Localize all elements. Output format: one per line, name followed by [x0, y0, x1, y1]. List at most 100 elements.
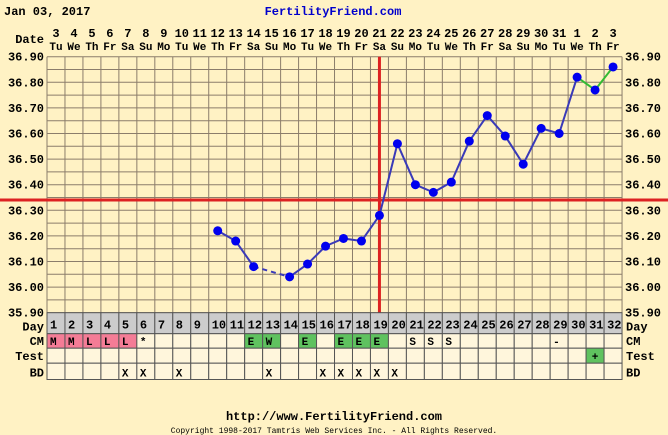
weekday-label: Tu	[301, 42, 314, 54]
date-label: 26	[462, 27, 476, 41]
test-cell	[64, 347, 84, 364]
date-label: 12	[211, 27, 225, 41]
weekday-label: Fr	[481, 42, 494, 54]
y-tick-label-right: 35.90	[625, 307, 661, 321]
cm-cell-text: L	[122, 337, 129, 349]
date-label: 30	[534, 27, 548, 41]
date-label: 21	[372, 27, 386, 41]
temperature-point	[410, 180, 420, 190]
weekday-label: Tu	[175, 42, 188, 54]
date-label: 29	[516, 27, 530, 41]
date-label: 13	[228, 27, 242, 41]
weekday-label: Fr	[355, 42, 368, 54]
day-cell-text: 15	[302, 319, 316, 333]
temperature-segment	[396, 143, 417, 186]
temperature-point	[231, 236, 241, 246]
temperature-segment	[594, 66, 614, 91]
day-cell-text: 16	[320, 319, 334, 333]
weekday-label: We	[445, 42, 459, 54]
temperature-segment	[558, 76, 579, 134]
temperature-point	[356, 236, 366, 246]
y-tick-label-left: 36.80	[8, 76, 44, 90]
temperature-point	[303, 259, 313, 269]
weekday-label: We	[319, 42, 333, 54]
cm-cell-text: E	[248, 337, 255, 349]
row-label-bd-right: BD	[626, 367, 640, 381]
y-tick-label-right: 36.50	[625, 153, 661, 167]
cm-cell	[226, 333, 246, 349]
row-label-day-right: Day	[626, 321, 648, 335]
weekday-label: Fr	[606, 42, 619, 54]
temperature-point	[285, 272, 295, 282]
temperature-point	[554, 129, 564, 138]
test-cell	[118, 347, 138, 364]
bd-cell	[531, 362, 551, 381]
day-cell-text: 32	[607, 319, 621, 333]
date-label: 16	[282, 27, 296, 41]
row-label-test: Test	[15, 350, 44, 364]
bd-cell	[549, 362, 569, 381]
cm-cell	[190, 333, 210, 349]
day-cell-text: 22	[427, 319, 441, 333]
y-tick-label-right: 36.20	[625, 230, 661, 244]
weekday-label: Sa	[121, 42, 135, 54]
test-cell	[459, 347, 479, 364]
weekday-label: We	[193, 42, 207, 54]
bd-cell	[477, 362, 497, 381]
site-link[interactable]: FertilityFriend.com	[265, 5, 402, 19]
test-cell	[154, 347, 174, 364]
date-label: 9	[160, 27, 167, 41]
day-cell-text: 8	[176, 319, 183, 333]
row-label-cm: CM	[30, 335, 44, 349]
test-cell	[280, 347, 300, 364]
test-cell	[208, 347, 228, 364]
weekday-label: Th	[588, 42, 601, 54]
cm-cell-text: E	[302, 337, 309, 349]
y-tick-label-left: 36.20	[8, 230, 44, 244]
test-cell	[100, 347, 120, 364]
weekday-label: We	[67, 42, 81, 54]
temperature-point	[428, 187, 438, 197]
date-label: 1	[574, 27, 581, 41]
y-tick-label-right: 36.40	[625, 179, 661, 193]
cm-cell	[154, 333, 174, 349]
temperature-segment	[504, 135, 525, 165]
temperature-point	[249, 262, 259, 272]
cm-cell	[567, 333, 587, 349]
test-cell	[423, 347, 443, 364]
temperature-point	[339, 233, 349, 243]
test-cell	[334, 347, 353, 364]
date-label: 4	[70, 27, 77, 41]
temperature-segment	[378, 143, 399, 216]
day-cell-text: 21	[409, 319, 423, 333]
test-cell	[262, 347, 282, 364]
day-cell-text: 11	[230, 319, 244, 333]
footer-copyright: Copyright 1998-2017 Tamtris Web Services…	[171, 427, 497, 435]
day-cell-text: 3	[86, 319, 93, 333]
bd-cell	[441, 362, 461, 381]
day-cell-text: 23	[445, 319, 459, 333]
test-cell	[316, 347, 336, 364]
temperature-point	[374, 210, 384, 220]
weekday-label: Mo	[157, 42, 171, 54]
footer-url[interactable]: http://www.FertilityFriend.com	[226, 410, 442, 424]
temperature-point	[321, 241, 331, 251]
bd-cell-text: X	[355, 369, 362, 381]
bd-cell	[459, 362, 479, 381]
date-label: 24	[426, 27, 440, 41]
day-cell-text: 1	[50, 319, 57, 333]
bd-cell	[82, 362, 102, 381]
day-cell-text: 30	[571, 319, 585, 333]
row-label-day: Day	[22, 321, 44, 335]
temperature-point	[590, 85, 600, 95]
date-label: 14	[246, 27, 260, 41]
day-cell-text: 19	[373, 319, 387, 333]
cm-cell-text: -	[553, 337, 560, 349]
y-tick-label-right: 36.00	[625, 281, 661, 295]
temperature-point	[213, 226, 223, 236]
date-label: 10	[175, 27, 189, 41]
y-tick-label-right: 36.80	[625, 76, 661, 90]
day-cell-text: 10	[212, 319, 226, 333]
cm-cell-text: W	[266, 337, 273, 349]
bd-cell-text: X	[266, 369, 273, 381]
